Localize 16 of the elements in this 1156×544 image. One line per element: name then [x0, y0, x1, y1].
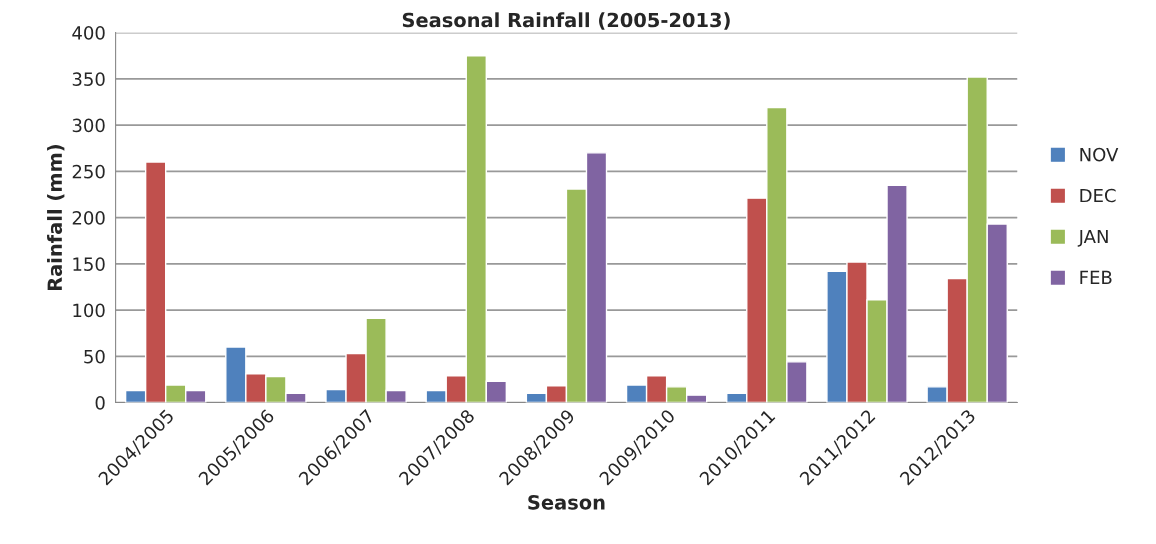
y-tick-label: 50: [84, 349, 105, 364]
y-tick-label: 150: [73, 257, 105, 271]
legend-label: JAN: [1077, 229, 1108, 247]
y-tick-label: 300: [72, 118, 105, 133]
y-tick-label: 350: [72, 72, 105, 86]
chart-title: Seasonal Rainfall (2005-2013): [402, 12, 730, 30]
x-axis-title: Season: [528, 494, 605, 510]
legend-label: FEB: [1080, 270, 1112, 284]
y-tick-label: 100: [73, 303, 105, 318]
y-tick-label: 250: [72, 164, 105, 179]
y-axis-title: Rainfall (mm): [47, 144, 65, 291]
y-tick-label: 0: [95, 396, 105, 410]
y-tick-label: 200: [72, 211, 105, 225]
legend-label: NOV: [1080, 147, 1119, 162]
legend-label: DEC: [1080, 188, 1116, 203]
y-tick-label: 400: [72, 26, 105, 40]
